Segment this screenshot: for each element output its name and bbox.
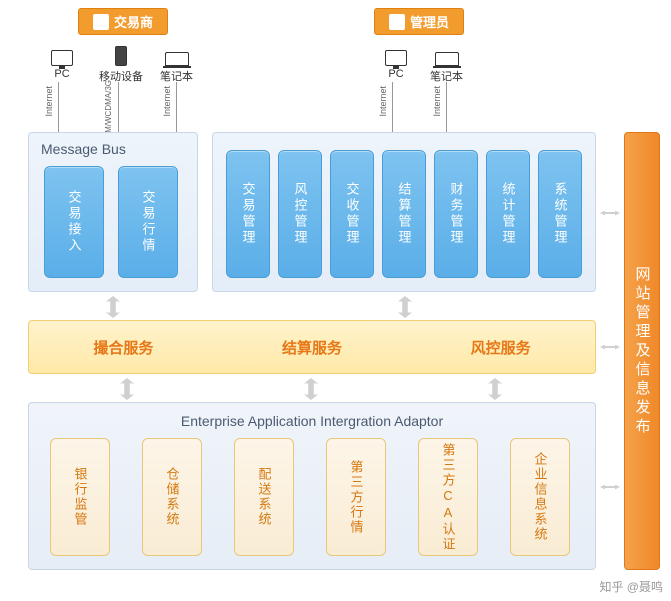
mgmt-box: 交易管理 [226, 150, 270, 278]
conn-line [446, 82, 447, 132]
device-laptop: 笔记本 [430, 42, 463, 84]
conn-label: Internet [378, 86, 388, 117]
trader-badge: 交易商 [78, 8, 168, 35]
arrow-icon [600, 340, 620, 354]
service-item: 风控服务 [471, 337, 531, 358]
eai-item: 银行监管 [50, 438, 110, 556]
person-icon [389, 14, 405, 30]
msgbus-box: 交易接入 [44, 166, 104, 278]
conn-line [118, 82, 119, 132]
services-bar: 撮合服务 结算服务 风控服务 [28, 320, 596, 374]
trader-label: 交易商 [114, 12, 153, 31]
service-item: 撮合服务 [93, 337, 153, 358]
device-pc: PC [382, 42, 410, 80]
arrow-icon [600, 206, 620, 220]
msgbus-box: 交易行情 [118, 166, 178, 278]
mgmt-box: 系统管理 [538, 150, 582, 278]
mgmt-box: 风控管理 [278, 150, 322, 278]
eai-title: Enterprise Application Intergration Adap… [29, 403, 595, 435]
person-icon [93, 14, 109, 30]
mgmt-box: 交收管理 [330, 150, 374, 278]
arrow-icon [304, 378, 318, 400]
mgmt-box: 财务管理 [434, 150, 478, 278]
conn-label: Internet [162, 86, 172, 117]
arrow-icon [398, 296, 412, 318]
msgbus-title: Message Bus [29, 133, 197, 165]
conn-line [392, 82, 393, 132]
arrow-icon [488, 378, 502, 400]
arrow-icon [600, 480, 620, 494]
admin-badge: 管理员 [374, 8, 464, 35]
admin-label: 管理员 [410, 12, 449, 31]
eai-item: 第三方行情 [326, 438, 386, 556]
sidebar-publish: 网站管理及信息发布 [624, 132, 660, 570]
arrow-icon [106, 296, 120, 318]
service-item: 结算服务 [282, 337, 342, 358]
conn-line [58, 82, 59, 132]
eai-item: 企业信息系统 [510, 438, 570, 556]
eai-item: 配送系统 [234, 438, 294, 556]
conn-line [176, 82, 177, 132]
mgmt-box: 结算管理 [382, 150, 426, 278]
device-pc: PC [48, 42, 76, 80]
conn-label: Internet [432, 86, 442, 117]
watermark: 知乎 @聂鸣 [599, 578, 663, 595]
mgmt-box: 统计管理 [486, 150, 530, 278]
arrow-icon [120, 378, 134, 400]
conn-label: Internet [44, 86, 54, 117]
device-laptop: 笔记本 [160, 42, 193, 84]
eai-item: 仓储系统 [142, 438, 202, 556]
eai-item: 第三方CA认证 [418, 438, 478, 556]
device-mobile: 移动设备 [96, 42, 146, 84]
